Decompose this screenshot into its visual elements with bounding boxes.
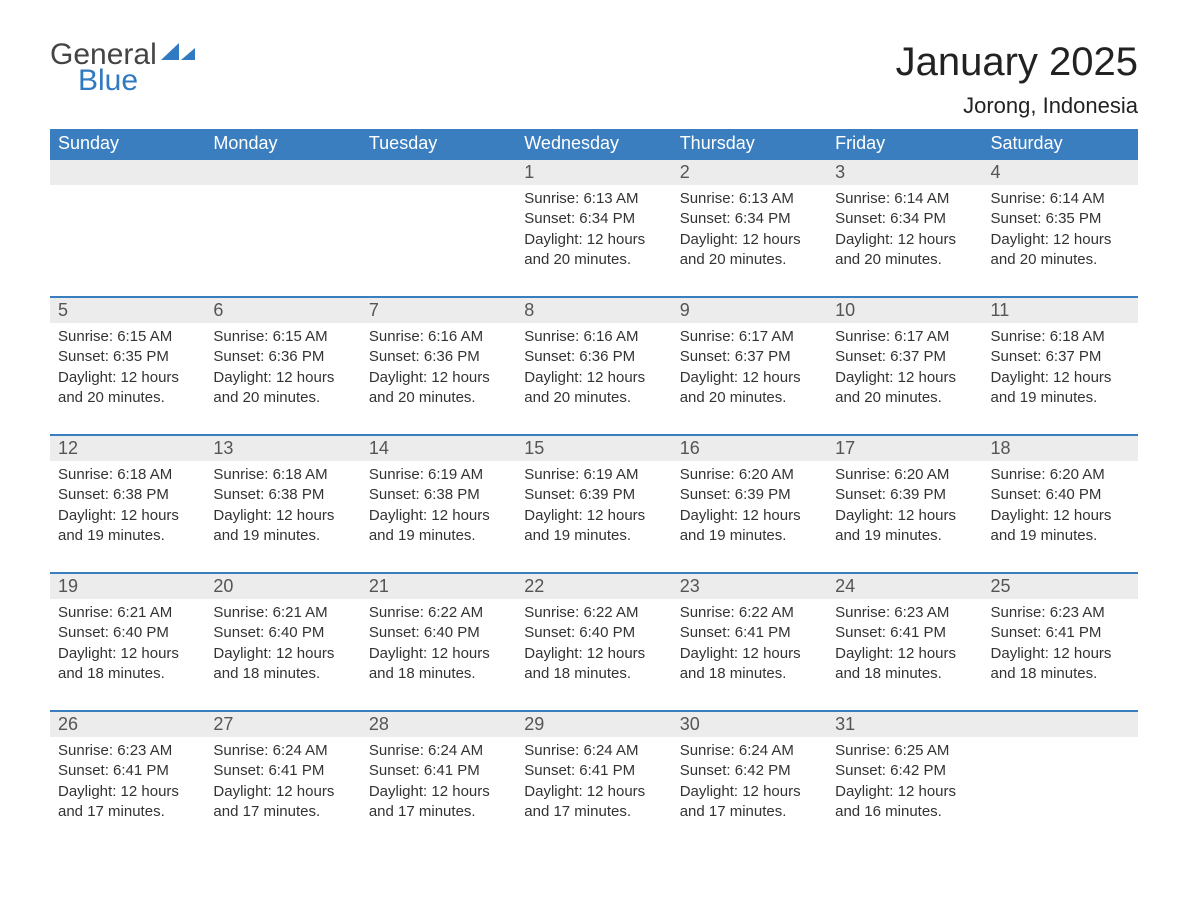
day-content-cell: Sunrise: 6:18 AMSunset: 6:37 PMDaylight:… <box>983 323 1138 435</box>
day-content-cell: Sunrise: 6:16 AMSunset: 6:36 PMDaylight:… <box>516 323 671 435</box>
weekday-header: Tuesday <box>361 129 516 159</box>
weekday-header: Monday <box>205 129 360 159</box>
day-number-cell: 5 <box>50 297 205 323</box>
day-number-cell: 26 <box>50 711 205 737</box>
calendar-header-row: SundayMondayTuesdayWednesdayThursdayFrid… <box>50 129 1138 159</box>
day-number-cell: 22 <box>516 573 671 599</box>
day-number-cell: 24 <box>827 573 982 599</box>
day-content-cell: Sunrise: 6:14 AMSunset: 6:34 PMDaylight:… <box>827 185 982 297</box>
day-content-cell <box>983 737 1138 848</box>
day-number-cell: 10 <box>827 297 982 323</box>
day-content-cell: Sunrise: 6:22 AMSunset: 6:40 PMDaylight:… <box>361 599 516 711</box>
logo-mark-icon <box>161 40 195 65</box>
day-content-cell: Sunrise: 6:19 AMSunset: 6:38 PMDaylight:… <box>361 461 516 573</box>
weekday-header: Saturday <box>983 129 1138 159</box>
day-number-cell: 9 <box>672 297 827 323</box>
day-content-row: Sunrise: 6:18 AMSunset: 6:38 PMDaylight:… <box>50 461 1138 573</box>
day-number-cell <box>50 159 205 185</box>
day-number-cell: 28 <box>361 711 516 737</box>
day-number-cell: 31 <box>827 711 982 737</box>
day-content-cell: Sunrise: 6:24 AMSunset: 6:41 PMDaylight:… <box>205 737 360 848</box>
day-number-cell: 14 <box>361 435 516 461</box>
day-number-cell: 8 <box>516 297 671 323</box>
day-content-cell: Sunrise: 6:21 AMSunset: 6:40 PMDaylight:… <box>205 599 360 711</box>
day-content-cell: Sunrise: 6:22 AMSunset: 6:40 PMDaylight:… <box>516 599 671 711</box>
day-number-row: 262728293031 <box>50 711 1138 737</box>
day-number-row: 19202122232425 <box>50 573 1138 599</box>
day-content-cell <box>205 185 360 297</box>
day-number-cell: 1 <box>516 159 671 185</box>
day-content-cell: Sunrise: 6:16 AMSunset: 6:36 PMDaylight:… <box>361 323 516 435</box>
day-content-cell: Sunrise: 6:15 AMSunset: 6:35 PMDaylight:… <box>50 323 205 435</box>
calendar-table: SundayMondayTuesdayWednesdayThursdayFrid… <box>50 129 1138 848</box>
day-number-cell: 6 <box>205 297 360 323</box>
day-number-cell: 4 <box>983 159 1138 185</box>
day-content-row: Sunrise: 6:13 AMSunset: 6:34 PMDaylight:… <box>50 185 1138 297</box>
day-content-cell: Sunrise: 6:23 AMSunset: 6:41 PMDaylight:… <box>827 599 982 711</box>
month-title: January 2025 <box>896 40 1138 85</box>
day-number-cell: 18 <box>983 435 1138 461</box>
day-number-row: 12131415161718 <box>50 435 1138 461</box>
day-number-cell: 2 <box>672 159 827 185</box>
day-number-cell: 16 <box>672 435 827 461</box>
weekday-header: Sunday <box>50 129 205 159</box>
day-number-cell: 11 <box>983 297 1138 323</box>
location-label: Jorong, Indonesia <box>896 93 1138 119</box>
day-content-cell: Sunrise: 6:23 AMSunset: 6:41 PMDaylight:… <box>50 737 205 848</box>
page-header: General Blue January 2025 Jorong, Indone… <box>50 40 1138 119</box>
day-content-cell: Sunrise: 6:13 AMSunset: 6:34 PMDaylight:… <box>672 185 827 297</box>
day-content-cell <box>361 185 516 297</box>
day-content-cell: Sunrise: 6:14 AMSunset: 6:35 PMDaylight:… <box>983 185 1138 297</box>
day-content-cell: Sunrise: 6:15 AMSunset: 6:36 PMDaylight:… <box>205 323 360 435</box>
day-number-cell: 23 <box>672 573 827 599</box>
day-content-row: Sunrise: 6:23 AMSunset: 6:41 PMDaylight:… <box>50 737 1138 848</box>
day-number-cell: 12 <box>50 435 205 461</box>
day-content-cell: Sunrise: 6:25 AMSunset: 6:42 PMDaylight:… <box>827 737 982 848</box>
day-number-cell: 20 <box>205 573 360 599</box>
day-number-cell: 30 <box>672 711 827 737</box>
day-content-cell: Sunrise: 6:24 AMSunset: 6:41 PMDaylight:… <box>361 737 516 848</box>
weekday-header: Friday <box>827 129 982 159</box>
day-number-cell: 19 <box>50 573 205 599</box>
weekday-header: Thursday <box>672 129 827 159</box>
day-number-cell: 15 <box>516 435 671 461</box>
day-number-cell <box>361 159 516 185</box>
day-content-row: Sunrise: 6:15 AMSunset: 6:35 PMDaylight:… <box>50 323 1138 435</box>
day-number-row: 1234 <box>50 159 1138 185</box>
day-content-cell: Sunrise: 6:17 AMSunset: 6:37 PMDaylight:… <box>672 323 827 435</box>
day-content-cell: Sunrise: 6:20 AMSunset: 6:39 PMDaylight:… <box>672 461 827 573</box>
day-content-cell: Sunrise: 6:23 AMSunset: 6:41 PMDaylight:… <box>983 599 1138 711</box>
brand-logo: General Blue <box>50 40 195 96</box>
day-number-cell: 3 <box>827 159 982 185</box>
day-number-cell: 17 <box>827 435 982 461</box>
day-content-cell: Sunrise: 6:20 AMSunset: 6:40 PMDaylight:… <box>983 461 1138 573</box>
day-number-cell: 7 <box>361 297 516 323</box>
day-content-cell: Sunrise: 6:22 AMSunset: 6:41 PMDaylight:… <box>672 599 827 711</box>
day-number-cell: 29 <box>516 711 671 737</box>
day-number-row: 567891011 <box>50 297 1138 323</box>
day-content-cell: Sunrise: 6:20 AMSunset: 6:39 PMDaylight:… <box>827 461 982 573</box>
day-number-cell <box>205 159 360 185</box>
title-block: January 2025 Jorong, Indonesia <box>896 40 1138 119</box>
day-content-row: Sunrise: 6:21 AMSunset: 6:40 PMDaylight:… <box>50 599 1138 711</box>
day-number-cell: 13 <box>205 435 360 461</box>
day-content-cell: Sunrise: 6:19 AMSunset: 6:39 PMDaylight:… <box>516 461 671 573</box>
day-content-cell: Sunrise: 6:13 AMSunset: 6:34 PMDaylight:… <box>516 185 671 297</box>
weekday-header: Wednesday <box>516 129 671 159</box>
logo-text-blue: Blue <box>78 66 195 96</box>
day-content-cell: Sunrise: 6:24 AMSunset: 6:42 PMDaylight:… <box>672 737 827 848</box>
day-content-cell: Sunrise: 6:24 AMSunset: 6:41 PMDaylight:… <box>516 737 671 848</box>
day-number-cell: 21 <box>361 573 516 599</box>
day-content-cell: Sunrise: 6:18 AMSunset: 6:38 PMDaylight:… <box>50 461 205 573</box>
day-number-cell: 27 <box>205 711 360 737</box>
day-number-cell <box>983 711 1138 737</box>
day-content-cell: Sunrise: 6:17 AMSunset: 6:37 PMDaylight:… <box>827 323 982 435</box>
day-content-cell: Sunrise: 6:21 AMSunset: 6:40 PMDaylight:… <box>50 599 205 711</box>
day-content-cell <box>50 185 205 297</box>
day-content-cell: Sunrise: 6:18 AMSunset: 6:38 PMDaylight:… <box>205 461 360 573</box>
day-number-cell: 25 <box>983 573 1138 599</box>
